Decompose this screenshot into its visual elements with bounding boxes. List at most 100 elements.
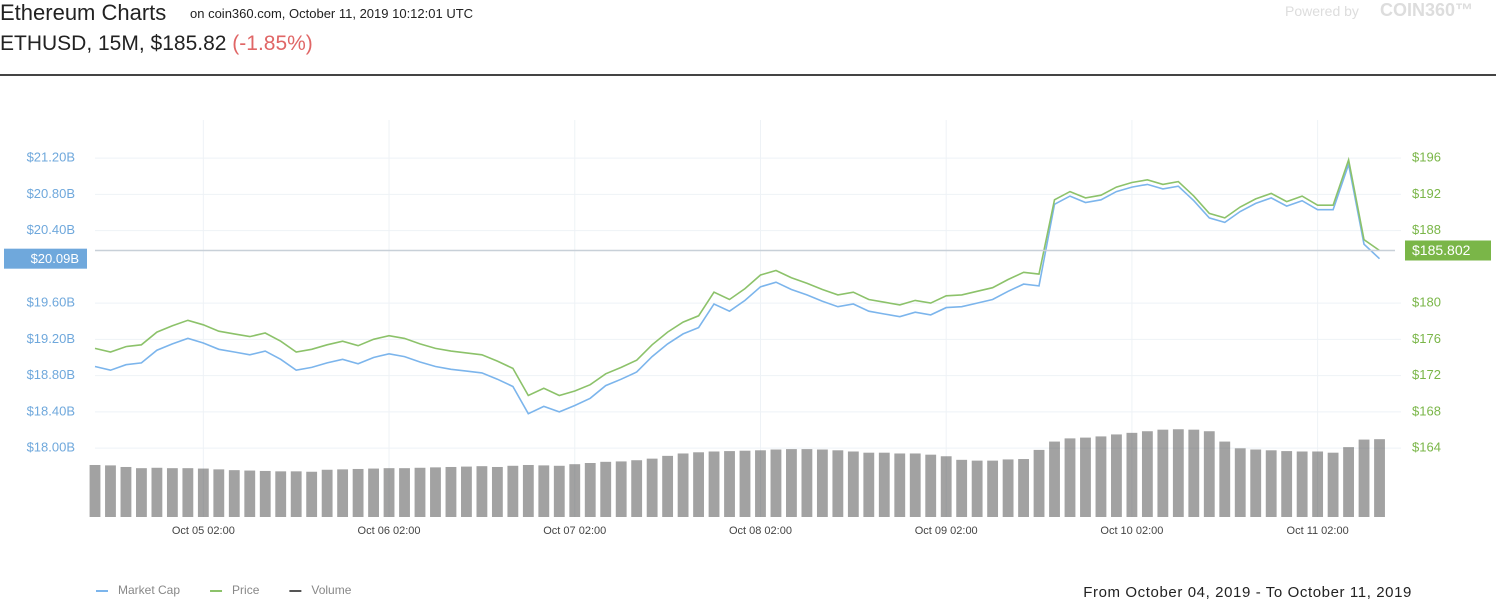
volume-bar xyxy=(569,464,581,517)
title: Ethereum Charts xyxy=(0,0,167,25)
volume-bar xyxy=(1111,434,1122,517)
volume-bar xyxy=(724,451,735,517)
volume-bar xyxy=(940,456,952,517)
y2-tick-label: $172 xyxy=(1412,367,1441,382)
volume-bar xyxy=(275,471,287,517)
x-tick-label: Oct 09 02:00 xyxy=(915,525,978,537)
volume-bar xyxy=(584,463,596,517)
y2-tick-label: $168 xyxy=(1412,403,1441,418)
y2-tick-label: $192 xyxy=(1412,186,1441,201)
y2-tick-label: $180 xyxy=(1412,295,1441,310)
volume-bar xyxy=(646,458,658,517)
volume-bar xyxy=(151,467,163,517)
y2-tick-label: $176 xyxy=(1412,331,1441,346)
volume-bar xyxy=(1265,450,1277,517)
volume-bar xyxy=(894,453,906,517)
current-y-box xyxy=(4,248,87,269)
volume-bar xyxy=(909,453,921,517)
volume-bar xyxy=(1327,452,1339,517)
current-y-label: $20.09B xyxy=(31,251,79,266)
y-tick-label: $18.00B xyxy=(27,440,75,455)
header-rule xyxy=(0,74,1496,76)
x-tick-label: Oct 06 02:00 xyxy=(358,525,421,537)
volume-bar xyxy=(1281,451,1293,517)
volume-bar xyxy=(197,468,209,517)
volume-bar xyxy=(321,469,333,517)
y2-tick-label: $196 xyxy=(1412,150,1441,165)
y-tick-label: $18.80B xyxy=(27,367,75,382)
volume-bar xyxy=(1374,439,1385,517)
volume-bar xyxy=(120,466,132,517)
x-tick-label: Oct 05 02:00 xyxy=(172,525,235,537)
volume-bar xyxy=(461,466,472,517)
volume-bar xyxy=(1203,431,1215,517)
volume-bar xyxy=(1312,451,1324,517)
volume-bar xyxy=(383,468,395,517)
brand: COIN360™ xyxy=(1380,0,1474,20)
legend-label: Price xyxy=(232,583,260,597)
volume-bar xyxy=(553,465,565,517)
legend-label: Market Cap xyxy=(118,583,180,597)
volume-bar xyxy=(105,465,116,517)
volume-bar xyxy=(755,450,766,517)
x-tick-label: Oct 10 02:00 xyxy=(1100,525,1163,537)
volume-bar xyxy=(136,468,147,517)
volume-bar xyxy=(832,450,844,517)
volume-bar xyxy=(166,468,178,517)
volume-bar xyxy=(228,470,240,517)
volume-bar xyxy=(786,449,797,517)
change: (-1.85%) xyxy=(232,32,313,55)
series-line xyxy=(94,156,1380,397)
volume-bar xyxy=(476,466,488,517)
volume-bar xyxy=(987,460,999,517)
volume-bar xyxy=(538,465,550,517)
volume-bar xyxy=(1126,432,1138,517)
volume-bar xyxy=(662,455,674,517)
y-tick-label: $20.80B xyxy=(27,186,75,201)
y-tick-label: $20.40B xyxy=(27,222,75,237)
volume-bar xyxy=(430,467,441,517)
y2-tick-label: $164 xyxy=(1412,440,1441,455)
powered-by: Powered by xyxy=(1285,3,1359,19)
x-tick-label: Oct 08 02:00 xyxy=(729,525,792,537)
volume-bar xyxy=(615,461,627,517)
volume-bar xyxy=(1358,439,1370,517)
legend-label: Volume xyxy=(311,583,351,597)
pair: ETHUSD, 15M, $185.82 (-1.85%) xyxy=(0,32,313,56)
volume-bar xyxy=(522,464,534,517)
volume-bar xyxy=(213,469,225,517)
volume-bar xyxy=(1018,459,1029,517)
y2-tick-label: $188 xyxy=(1412,222,1441,237)
volume-bar xyxy=(1002,459,1014,517)
volume-bar xyxy=(631,460,643,517)
volume-bar xyxy=(399,468,410,517)
volume-bar xyxy=(1064,438,1076,517)
volume-bar xyxy=(182,468,194,517)
subtitle: on coin360.com, October 11, 2019 10:12:0… xyxy=(190,6,474,21)
volume-bar xyxy=(1172,429,1184,517)
volume-bar xyxy=(89,464,101,517)
y-tick-label: $19.60B xyxy=(27,295,75,310)
volume-bar xyxy=(971,460,983,517)
volume-bar xyxy=(770,449,782,517)
volume-bar xyxy=(352,468,364,517)
y-tick-label: $21.20B xyxy=(27,150,75,165)
x-tick-label: Oct 11 02:00 xyxy=(1287,525,1349,537)
volume-bar xyxy=(244,470,256,517)
current-y2-box xyxy=(1405,240,1491,261)
volume-bar xyxy=(847,451,859,517)
volume-bar xyxy=(414,467,426,517)
volume-bar xyxy=(1234,448,1246,517)
volume-bar xyxy=(1219,441,1231,517)
current-y2-label: $185.802 xyxy=(1412,242,1471,258)
volume-bar xyxy=(801,449,813,517)
volume-bar xyxy=(491,466,503,517)
volume-bar xyxy=(1157,429,1169,517)
date-range: From October 04, 2019 - To October 11, 2… xyxy=(1083,584,1412,601)
volume-bar xyxy=(259,470,271,517)
pair-price: ETHUSD, 15M, $185.82 xyxy=(0,32,227,55)
volume-bar xyxy=(708,451,720,517)
volume-bar xyxy=(677,453,689,517)
volume-bar xyxy=(816,449,828,517)
